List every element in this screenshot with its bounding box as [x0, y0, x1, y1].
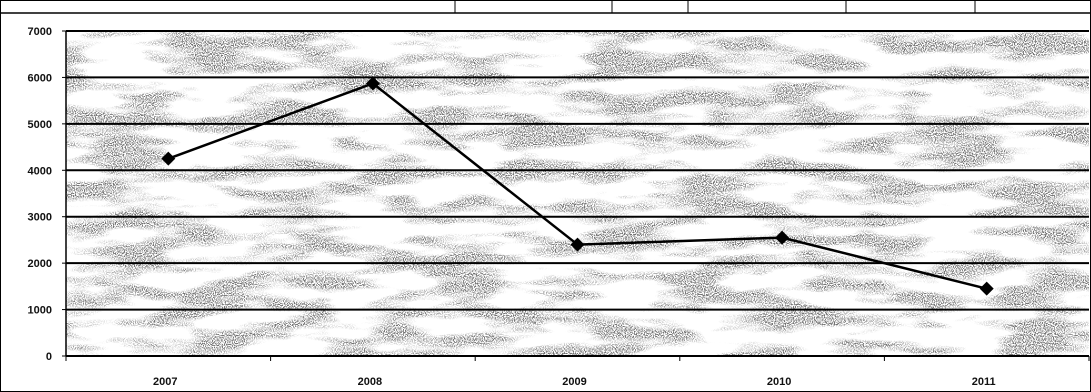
y-tick-label-1000: 1000 — [28, 305, 52, 317]
data-point-2009 — [570, 237, 585, 252]
y-tick-label-7000: 7000 — [28, 26, 52, 38]
data-point-2010 — [775, 230, 790, 245]
data-point-2007 — [161, 151, 176, 166]
x-tick-label-2010: 2010 — [767, 376, 791, 388]
y-tick-label-5000: 5000 — [28, 119, 52, 131]
x-tick-label-2011: 2011 — [972, 376, 996, 388]
y-tick-label-3000: 3000 — [28, 212, 52, 224]
x-tick-label-2008: 2008 — [358, 376, 382, 388]
data-point-2011 — [979, 281, 994, 296]
plot-texture — [66, 31, 1089, 356]
x-tick-label-2009: 2009 — [562, 376, 586, 388]
data-point-2008 — [365, 76, 380, 91]
y-tick-label-6000: 6000 — [28, 72, 52, 84]
y-tick-label-0: 0 — [46, 351, 52, 363]
y-tick-label-2000: 2000 — [28, 258, 52, 270]
x-tick-label-2007: 2007 — [153, 376, 177, 388]
y-tick-label-4000: 4000 — [28, 165, 52, 177]
